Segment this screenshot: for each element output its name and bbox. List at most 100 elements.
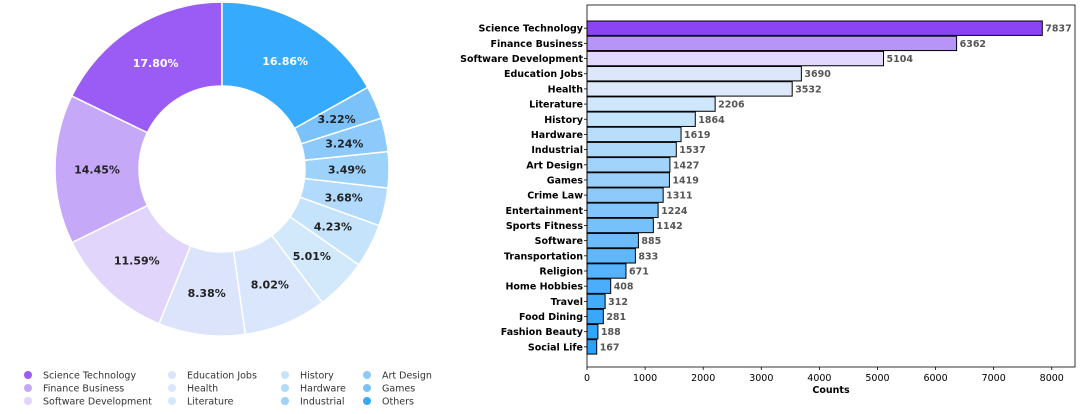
y-tick-label: Transportation [504, 251, 583, 262]
bar-value-label: 1537 [679, 145, 705, 156]
y-tick-label: Literature [529, 100, 583, 111]
bar-software-development [586, 50, 885, 67]
bar-value-label: 281 [606, 312, 626, 323]
donut-slice-label: 8.02% [251, 278, 289, 291]
y-tick-label: Software [535, 236, 583, 247]
bar-food-dining [586, 308, 604, 325]
legend-label-hardware: Hardware [300, 384, 346, 395]
legend-marker-history [281, 371, 289, 379]
bar-health [586, 81, 793, 97]
bar-value-label: 7837 [1045, 24, 1071, 35]
bar-value-label: 1419 [672, 175, 698, 186]
donut-chart: 17.80% 14.45% 11.59% 8.38% 8.02% 5.01% 4.23% 3.… [54, 1, 390, 337]
legend-marker-science-technology [24, 371, 32, 379]
y-tick-label: Health [548, 84, 584, 95]
bar-value-label: 408 [614, 282, 634, 293]
x-axis-label: Counts [812, 385, 850, 396]
y-tick-label: History [544, 115, 584, 126]
bar-value-label: 1864 [698, 115, 725, 126]
bar-games [586, 172, 670, 188]
bar-crime-law [586, 187, 664, 203]
donut-slice-label: 4.23% [314, 221, 352, 234]
legend-marker-hardware [281, 384, 289, 392]
bar-value-label: 188 [601, 327, 621, 338]
donut-slice-label: 16.86% [262, 55, 308, 68]
legend-marker-literature [168, 397, 176, 405]
donut-slice-finance-business [54, 95, 149, 244]
legend-label-history: History [300, 371, 334, 382]
bar-value-label: 1224 [661, 206, 688, 217]
donut-slice-label: 3.49% [328, 164, 366, 177]
bar-home-hobbies [586, 278, 612, 294]
legend-marker-health [168, 384, 176, 392]
bar-education-jobs [586, 66, 802, 82]
y-tick-label: Crime Law [527, 191, 583, 202]
bar-value-label: 312 [608, 297, 628, 308]
y-tick-label: Hardware [531, 130, 583, 141]
donut-slice-label: 3.24% [325, 137, 363, 150]
legend-label-industrial: Industrial [300, 397, 345, 408]
y-tick-label: Industrial [531, 145, 583, 156]
legend-marker-others [363, 397, 371, 405]
y-tick-label: Food Dining [519, 312, 583, 323]
bar-value-label: 3690 [804, 69, 831, 80]
bar-history [586, 111, 696, 127]
legend-marker-art-design [363, 371, 371, 379]
bar-fashion-beauty [586, 324, 599, 340]
legend-label-literature: Literature [187, 397, 234, 408]
x-tick-label: 3000 [749, 373, 773, 384]
bar-hardware [586, 126, 682, 143]
x-tick-label: 7000 [982, 373, 1006, 384]
legend-label-science-technology: Science Technology [43, 371, 136, 382]
bar-value-label: 1427 [673, 160, 699, 171]
legend-marker-games [363, 384, 371, 392]
donut-legend: Science Technology Finance Business Softwa… [24, 371, 432, 408]
bar-value-label: 167 [600, 342, 620, 353]
x-tick-label: 4000 [807, 373, 831, 384]
donut-slice-label: 11.59% [114, 254, 160, 267]
bar-value-label: 5104 [887, 54, 914, 65]
horizontal-bar-chart: Counts Science Technology 7837 Finance Bus… [460, 4, 1076, 396]
x-tick-label: 2000 [691, 373, 715, 384]
donut-slice-label: 3.22% [318, 113, 356, 126]
bar-transportation [586, 248, 636, 264]
bar-art-design [586, 157, 671, 173]
donut-slice-science-technology [70, 1, 223, 134]
x-tick-label: 8000 [1040, 373, 1064, 384]
legend-label-games: Games [382, 384, 415, 395]
bar-value-label: 2206 [718, 100, 745, 111]
donut-slice-label: 8.38% [188, 287, 226, 300]
legend-label-education-jobs: Education Jobs [187, 371, 257, 382]
legend-label-health: Health [187, 384, 218, 395]
donut-slice-others [221, 1, 369, 130]
donut-slice-label: 5.01% [293, 250, 331, 263]
y-tick-label: Software Development [460, 54, 583, 65]
y-tick-label: Science Technology [479, 24, 584, 35]
legend-marker-industrial [281, 397, 289, 405]
bar-value-label: 3532 [795, 84, 821, 95]
bar-industrial [586, 141, 677, 158]
x-tick-label: 6000 [923, 373, 947, 384]
y-tick-label: Finance Business [491, 39, 584, 50]
donut-slice-label: 17.80% [133, 57, 179, 70]
bar-value-label: 1311 [666, 191, 692, 202]
bar-value-label: 671 [629, 267, 649, 278]
y-tick-label: Entertainment [505, 206, 583, 217]
bar-literature [586, 96, 716, 112]
bar-travel [586, 293, 606, 310]
bar-religion [586, 263, 627, 279]
y-tick-label: Education Jobs [504, 69, 583, 80]
legend-label-software-development: Software Development [43, 397, 152, 408]
y-tick-label: Games [547, 175, 584, 186]
bar-value-label: 885 [641, 236, 661, 247]
legend-marker-finance-business [24, 384, 32, 392]
legend-label-art-design: Art Design [382, 371, 432, 382]
donut-slice-label: 3.68% [325, 191, 363, 204]
y-tick-label: Sports Fitness [506, 221, 584, 232]
y-tick-label: Fashion Beauty [501, 327, 584, 338]
y-tick-label: Social Life [528, 342, 583, 353]
legend-label-others: Others [382, 397, 414, 408]
y-tick-label: Religion [539, 267, 583, 278]
x-tick-label: 0 [584, 373, 590, 384]
